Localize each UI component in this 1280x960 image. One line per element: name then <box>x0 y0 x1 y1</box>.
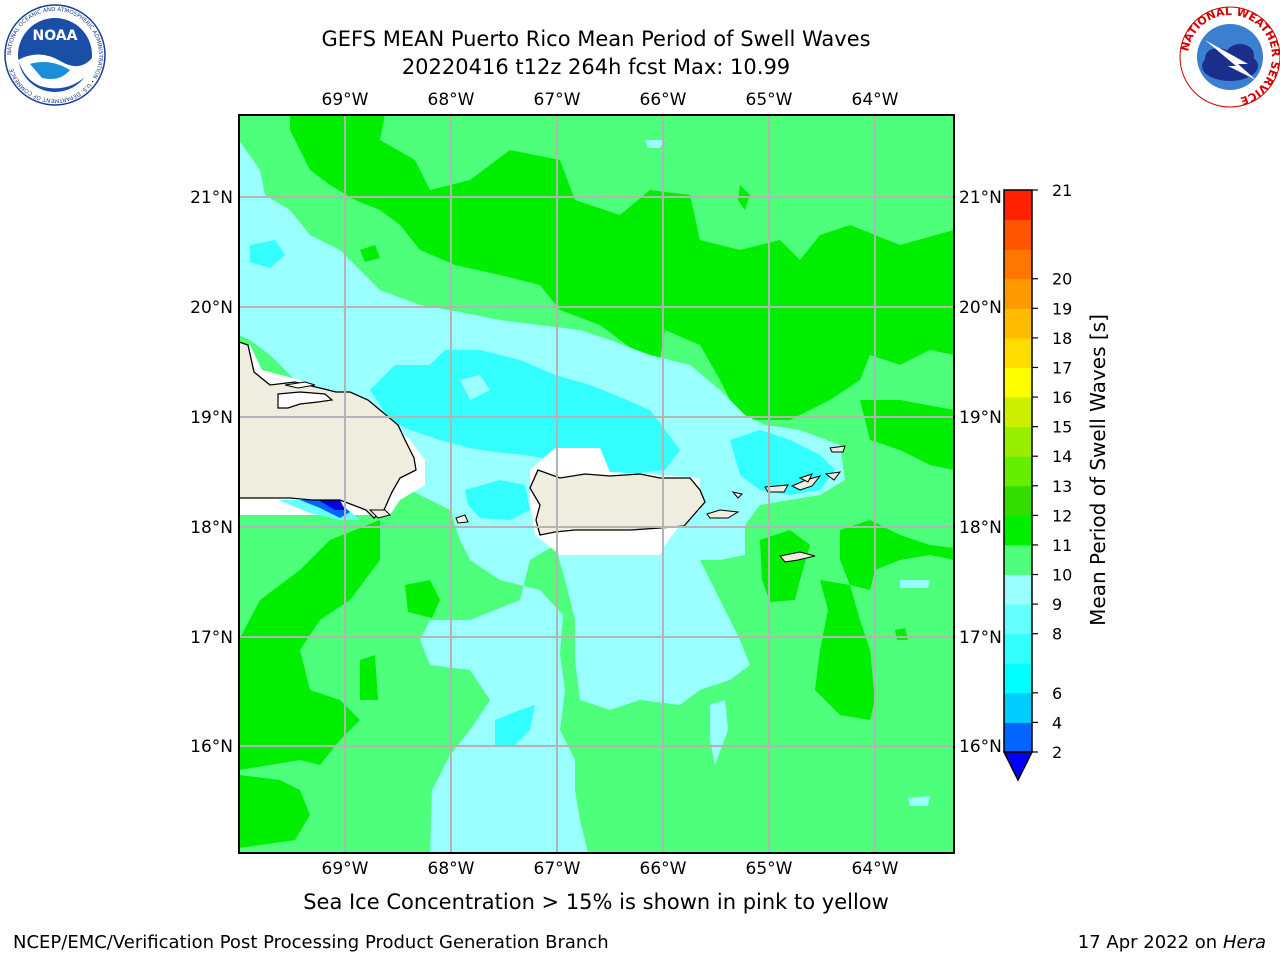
branch-credit: NCEP/EMC/Verification Post Processing Pr… <box>13 932 609 953</box>
colorbar-tick-label: 19 <box>1052 299 1072 318</box>
lon-labels-bottom: 69°W 68°W 67°W 66°W 65°W 64°W <box>322 859 899 879</box>
swell-period-field <box>239 115 954 853</box>
colorbar-tick-label: 2 <box>1052 743 1062 762</box>
colorbar-tick-label: 15 <box>1052 418 1072 437</box>
colorbar-segment <box>1004 485 1032 516</box>
lon-label: 69°W <box>322 90 369 110</box>
colorbar-tick-label: 8 <box>1052 625 1062 644</box>
colorbar: 2 4 6 8 9 10 11 12 13 14 15 16 17 18 19 20 21 <box>1002 181 1072 782</box>
colorbar-segment <box>1004 219 1032 250</box>
lon-label: 64°W <box>852 90 899 110</box>
colorbar-segment <box>1004 722 1032 753</box>
lat-label: 21°N <box>959 188 1002 208</box>
colorbar-tick-label: 20 <box>1052 270 1072 289</box>
colorbar-segment <box>1004 190 1032 221</box>
lon-label: 66°W <box>640 90 687 110</box>
map-frame <box>238 114 955 854</box>
lat-label: 20°N <box>959 298 1002 318</box>
lat-label: 16°N <box>959 737 1002 757</box>
colorbar-tick-label: 4 <box>1052 713 1062 732</box>
colorbar-tick-label: 12 <box>1052 506 1072 525</box>
colorbar-segment <box>1004 397 1032 428</box>
lat-labels-right: 21°N 20°N 19°N 18°N 17°N 16°N <box>959 188 1002 757</box>
lon-label: 65°W <box>746 859 793 879</box>
colorbar-tick-label: 21 <box>1052 181 1072 200</box>
colorbar-segment <box>1004 544 1032 576</box>
colorbar-tick-label: 9 <box>1052 595 1062 614</box>
colorbar-extend-arrow <box>1002 751 1034 782</box>
lon-label: 64°W <box>852 859 899 879</box>
map-gridlines <box>239 115 954 853</box>
noaa-logo-text: NOAA <box>33 28 78 44</box>
lat-labels-left: 21°N 20°N 19°N 18°N 17°N 16°N <box>190 188 233 757</box>
lat-label: 20°N <box>190 298 233 318</box>
colorbar-tick-label: 11 <box>1052 536 1072 555</box>
lon-label: 65°W <box>746 90 793 110</box>
lat-label: 18°N <box>959 518 1002 538</box>
lon-label: 67°W <box>534 859 581 879</box>
colorbar-segment <box>1004 456 1032 487</box>
host-name: Hera <box>1222 932 1266 953</box>
colorbar-tick-label: 17 <box>1052 358 1072 377</box>
colorbar-segment <box>1004 278 1032 309</box>
colorbar-label: Mean Period of Swell Waves [s] <box>1086 314 1110 626</box>
lat-label: 19°N <box>959 408 1002 428</box>
colorbar-segment <box>1004 426 1032 457</box>
lat-label: 17°N <box>959 628 1002 648</box>
lon-label: 67°W <box>534 90 581 110</box>
lon-label: 68°W <box>428 859 475 879</box>
colorbar-segment <box>1004 367 1032 398</box>
colorbar-tick-label: 10 <box>1052 566 1072 585</box>
nws-logo: NATIONAL WEATHER SERVICE <box>1178 5 1280 108</box>
lat-label: 18°N <box>190 518 233 538</box>
colorbar-tick-label: 14 <box>1052 447 1072 466</box>
lat-label: 21°N <box>190 188 233 208</box>
run-date: 17 Apr 2022 on Hera <box>1078 932 1266 953</box>
run-date-text: 17 Apr 2022 on <box>1077 932 1223 953</box>
noaa-logo: NOAA NATIONAL OCEANIC AND ATMOSPHERIC AD… <box>4 4 106 106</box>
lon-labels-top: 69°W 68°W 67°W 66°W 65°W 64°W <box>322 90 899 110</box>
lon-label: 69°W <box>322 859 369 879</box>
chart-subtitle: 20220416 t12z 264h fcst Max: 10.99 <box>401 55 791 79</box>
colorbar-segment <box>1004 663 1032 694</box>
colorbar-segment <box>1004 337 1032 368</box>
colorbar-segment <box>1004 604 1032 635</box>
colorbar-segment <box>1004 633 1032 664</box>
colorbar-tick-label: 6 <box>1052 684 1062 703</box>
lon-label: 66°W <box>640 859 687 879</box>
lat-label: 16°N <box>190 737 233 757</box>
chart-title: GEFS MEAN Puerto Rico Mean Period of Swe… <box>321 27 871 51</box>
colorbar-segment <box>1004 692 1032 723</box>
colorbar-segment <box>1004 574 1032 605</box>
colorbar-segment <box>1004 308 1032 339</box>
colorbar-segment <box>1004 515 1032 546</box>
lon-label: 68°W <box>428 90 475 110</box>
colorbar-segment <box>1004 249 1032 280</box>
colorbar-tick-label: 16 <box>1052 388 1072 407</box>
lat-label: 19°N <box>190 408 233 428</box>
colorbar-tick-label: 13 <box>1052 477 1072 496</box>
colorbar-tick-label: 18 <box>1052 329 1072 348</box>
colorbar-outline <box>1003 189 1033 753</box>
lat-label: 17°N <box>190 628 233 648</box>
sea-ice-note: Sea Ice Concentration > 15% is shown in … <box>303 890 889 914</box>
